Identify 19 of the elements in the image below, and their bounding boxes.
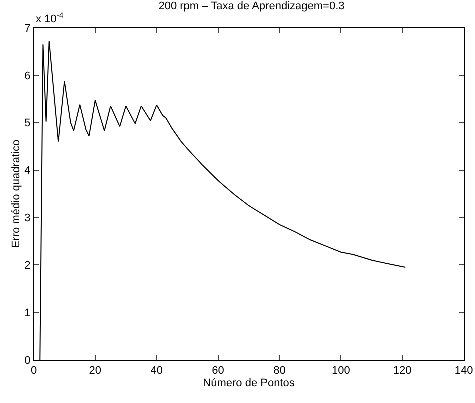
- y-tick-label: 4: [24, 165, 31, 178]
- x-axis-title: Número de Pontos: [203, 377, 296, 390]
- x-tick-label: 120: [393, 365, 412, 378]
- y-tick-label: 1: [24, 307, 31, 320]
- y-tick-label: 2: [24, 260, 31, 272]
- y-axis-title: Erro médio quadratico: [10, 140, 22, 248]
- x-tick-label: 80: [274, 365, 286, 378]
- x-tick-label: 40: [150, 365, 163, 378]
- chart-title: 200 rpm – Taxa de Aprendizagem=0.3: [158, 0, 345, 13]
- y-tick-label: 7: [24, 22, 31, 35]
- x-tick-label: 100: [332, 365, 350, 378]
- y-tick-label: 5: [24, 118, 31, 130]
- y-tick-label: 3: [24, 212, 31, 225]
- x-tick-label: 60: [212, 365, 224, 378]
- y-tick-label: 6: [24, 70, 31, 82]
- y-tick-label: 0: [24, 354, 31, 367]
- text: x 10$^{-4}$: [36, 11, 64, 26]
- x-tick-label: 20: [89, 365, 102, 378]
- x-tick-label: 140: [454, 365, 474, 378]
